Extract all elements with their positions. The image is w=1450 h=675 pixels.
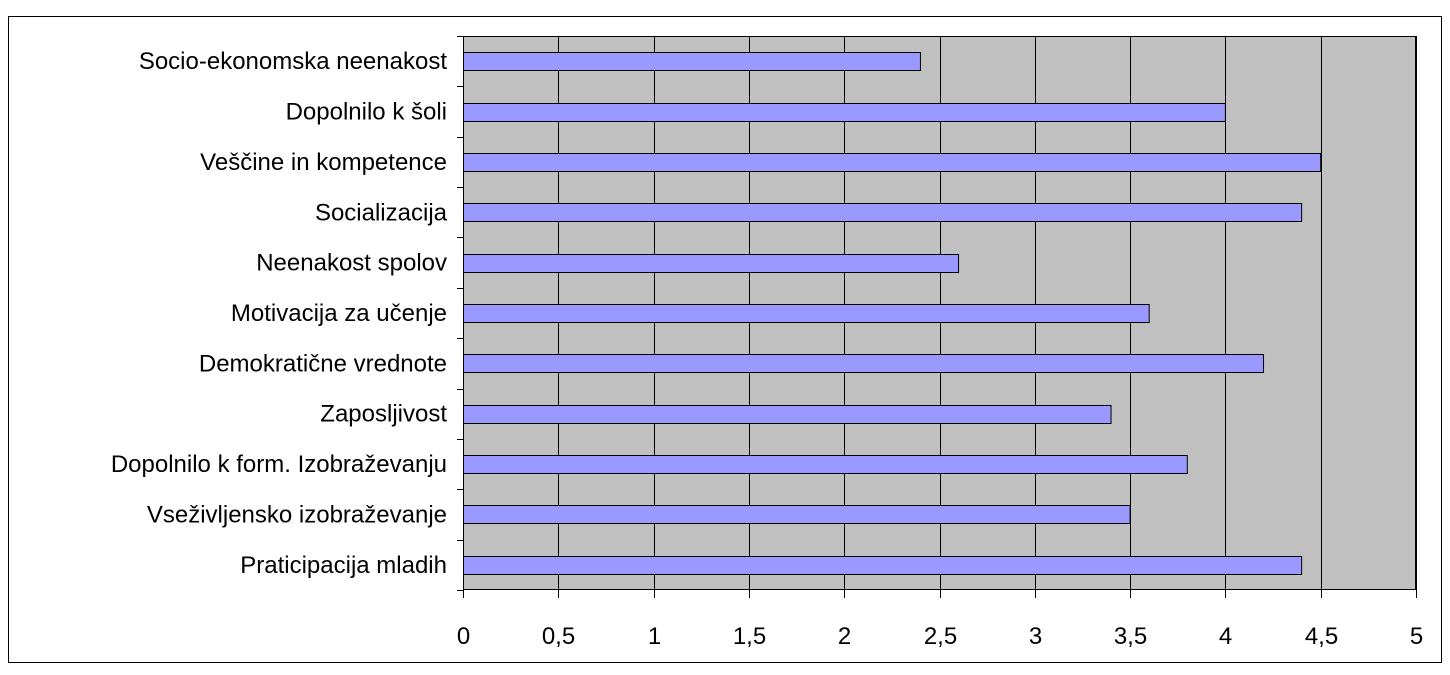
category-label: Socio-ekonomska neenakost	[139, 48, 448, 75]
x-tick-label: 4,5	[1305, 623, 1338, 650]
category-label: Motivacija za učenje	[231, 300, 447, 327]
category-label: Praticipacija mladih	[240, 552, 447, 579]
category-label: Dopolnilo k form. Izobraževanju	[111, 451, 447, 478]
bar	[464, 406, 1112, 424]
x-tick-label: 0	[457, 623, 470, 650]
x-tick-label: 0,5	[542, 623, 575, 650]
bar	[464, 255, 959, 273]
x-tick-label: 2	[838, 623, 851, 650]
bar	[464, 154, 1321, 172]
bar	[464, 456, 1188, 474]
category-label: Dopolnilo k šoli	[286, 99, 447, 126]
bar	[464, 53, 921, 71]
x-tick-label: 1	[648, 623, 661, 650]
bar	[464, 557, 1302, 575]
bar	[464, 355, 1264, 373]
category-label: Vseživljensko izobraževanje	[147, 501, 447, 528]
bar	[464, 305, 1150, 323]
x-tick-label: 4	[1219, 623, 1232, 650]
category-label: Zaposljivost	[320, 401, 447, 428]
bar	[464, 204, 1302, 222]
x-tick-label: 5	[1410, 623, 1423, 650]
x-tick-label: 3	[1029, 623, 1042, 650]
category-label: Neenakost spolov	[256, 250, 447, 277]
bar	[464, 506, 1131, 524]
bar	[464, 104, 1226, 122]
x-tick-label: 1,5	[733, 623, 766, 650]
x-tick-label: 2,5	[924, 623, 957, 650]
category-label: Demokratične vrednote	[199, 350, 447, 377]
category-label: Veščine in kompetence	[200, 149, 447, 176]
category-label: Socializacija	[315, 199, 448, 226]
x-tick-label: 3,5	[1114, 623, 1147, 650]
